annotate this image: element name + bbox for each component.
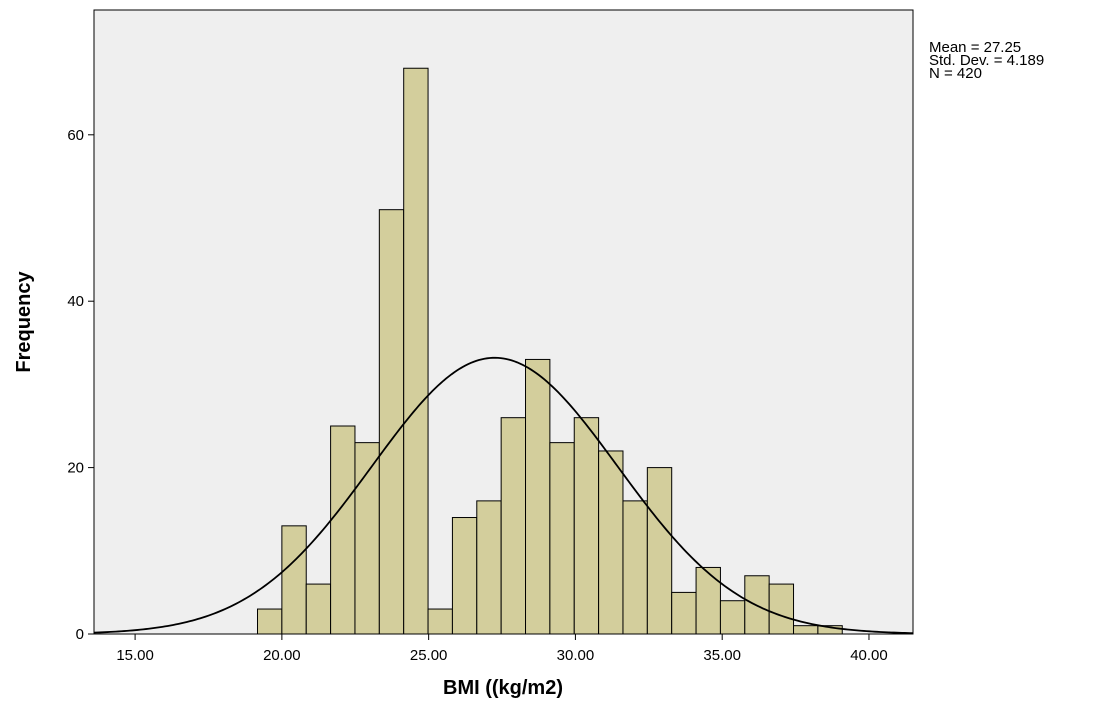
histogram-bar <box>695 566 721 635</box>
histogram-bar <box>719 600 746 635</box>
x-tick-label: 15.00 <box>116 647 154 664</box>
histogram-bar <box>744 575 770 635</box>
histogram-bar <box>817 625 843 635</box>
y-tick-label: 40 <box>67 293 84 310</box>
y-tick-label: 60 <box>67 127 84 144</box>
n-label: N = 420 <box>929 65 982 82</box>
histogram-bar <box>549 442 575 635</box>
histogram-bar <box>646 467 673 635</box>
x-tick-label: 30.00 <box>557 647 595 664</box>
histogram-bar <box>573 417 600 635</box>
stats-box: Mean = 27.25 Std. Dev. = 4.189 N = 420 <box>929 39 1045 82</box>
normal-curve <box>93 356 914 635</box>
histogram-bar <box>378 209 405 635</box>
y-tick-label: 20 <box>67 460 84 477</box>
histogram-bar <box>622 500 648 635</box>
histogram-bar <box>281 525 307 635</box>
y-axis-title: Frequency <box>13 271 35 373</box>
y-tick-label: 0 <box>76 626 84 643</box>
x-tick-label: 40.00 <box>850 647 888 664</box>
histogram-bar <box>305 583 332 635</box>
histogram-bar <box>427 608 453 635</box>
histogram-bar <box>257 608 283 635</box>
x-axis-title: BMI ((kg/m2) <box>443 677 563 699</box>
std-dev-label: Std. Dev. = 4.189 <box>929 52 1045 69</box>
histogram-bar <box>354 442 380 635</box>
mean-label: Mean = 27.25 <box>929 39 1022 56</box>
x-tick-label: 35.00 <box>703 647 741 664</box>
x-tick-label: 20.00 <box>263 647 301 664</box>
histogram-bar <box>476 500 502 635</box>
histogram-bar <box>451 517 478 635</box>
histogram-bar <box>671 591 697 635</box>
histogram-bar <box>403 67 429 635</box>
histogram-bar <box>525 358 551 635</box>
histogram-bar <box>330 425 356 635</box>
histogram-bar <box>793 625 819 635</box>
y-axis-ticks: 0 20 40 60 <box>67 127 94 643</box>
x-tick-label: 25.00 <box>410 647 448 664</box>
bars-group <box>257 67 843 635</box>
histogram-bar <box>500 417 527 635</box>
histogram-bar <box>768 583 795 635</box>
histogram-bar <box>598 450 624 635</box>
x-axis-ticks: 15.00 20.00 25.00 30.00 35.00 40.00 <box>116 634 888 664</box>
